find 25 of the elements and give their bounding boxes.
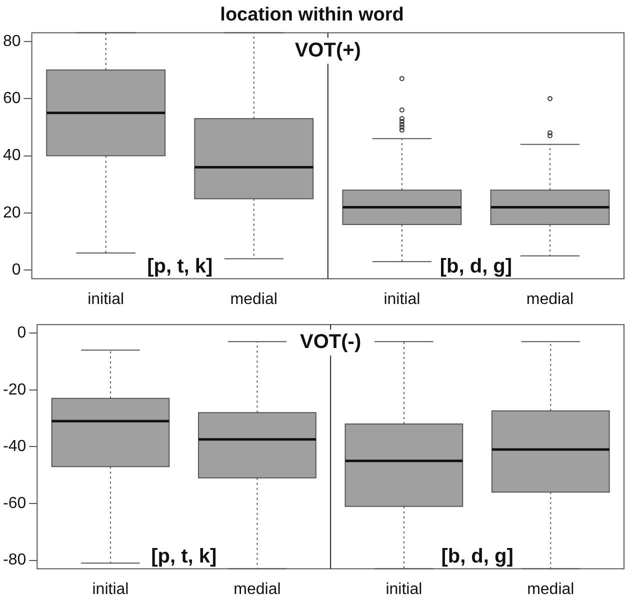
annotation: [p, t, k] xyxy=(147,255,213,278)
annotation: [b, d, g] xyxy=(441,545,514,568)
x-tick-label: initial xyxy=(88,290,124,308)
annotation: VOT(-) xyxy=(300,331,362,354)
x-tick-label: medial xyxy=(230,290,278,308)
y-tick-label: 0 xyxy=(17,324,26,342)
y-tick-label: -60 xyxy=(3,494,26,512)
x-tick-label: initial xyxy=(386,580,422,598)
y-tick-label: -20 xyxy=(3,381,26,398)
x-tick-label: initial xyxy=(384,290,420,308)
y-tick-label: 0 xyxy=(12,262,21,279)
chart-title: location within word xyxy=(220,4,404,26)
x-tick-label: initial xyxy=(92,580,129,598)
y-tick-label: -40 xyxy=(3,438,26,456)
y-tick-label: 20 xyxy=(3,204,21,222)
annotation: [p, t, k] xyxy=(151,545,217,568)
y-tick-label: 40 xyxy=(3,147,21,164)
y-tick-label: 80 xyxy=(3,32,21,50)
annotation: VOT(+) xyxy=(294,39,361,62)
annotation: [b, d, g] xyxy=(440,255,512,278)
x-tick-label: medial xyxy=(234,580,281,598)
y-tick-label: -80 xyxy=(3,552,26,569)
y-tick-label: 60 xyxy=(3,90,21,107)
x-tick-label: medial xyxy=(526,290,574,308)
x-tick-label: medial xyxy=(527,580,574,598)
